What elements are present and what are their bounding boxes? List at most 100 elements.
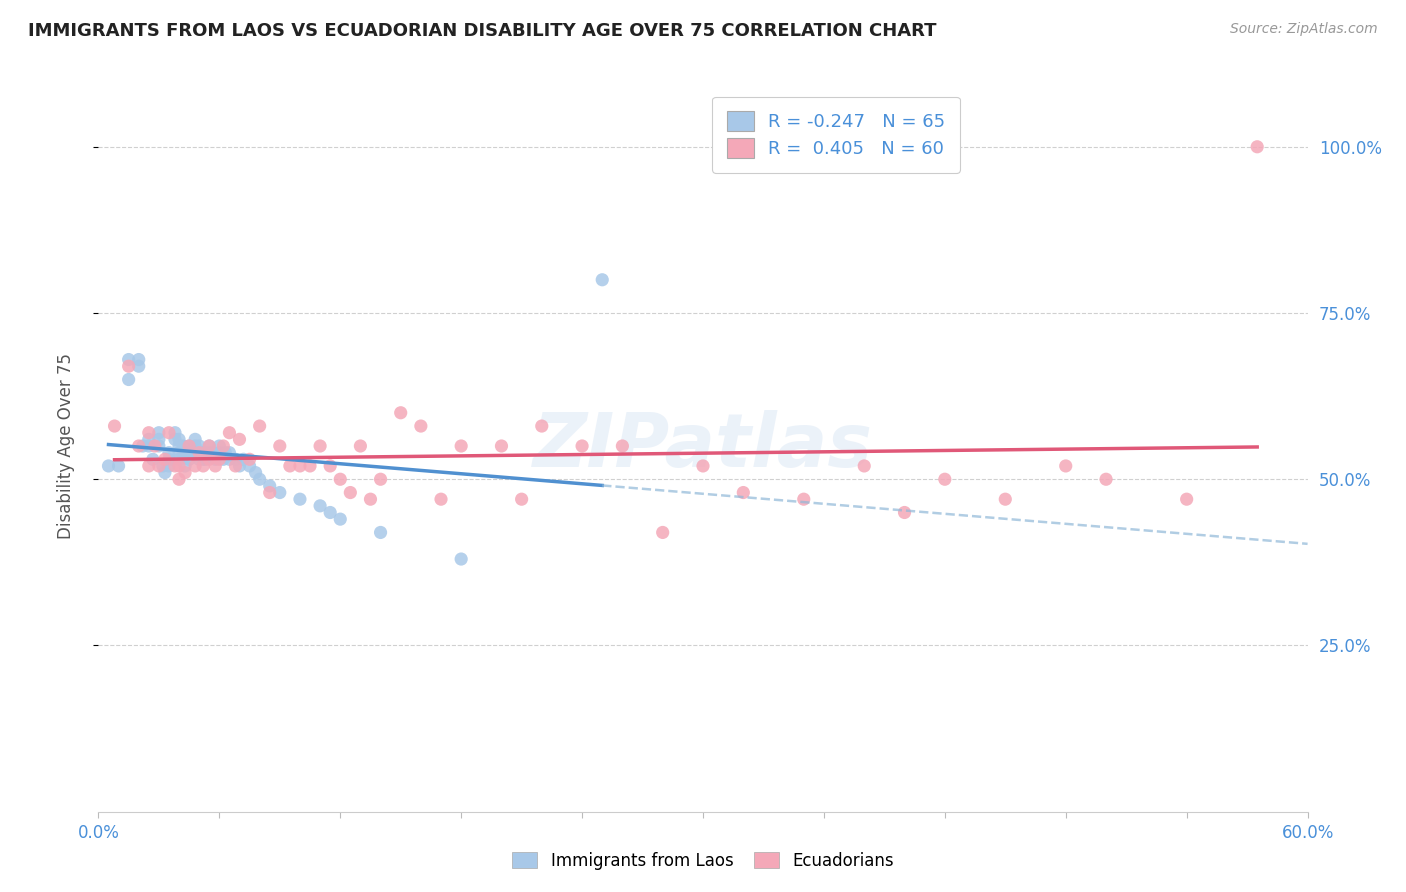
Point <box>288 458 311 473</box>
Point <box>128 352 150 367</box>
Point <box>167 452 190 467</box>
Point <box>491 439 513 453</box>
Point <box>179 452 201 467</box>
Point <box>184 439 207 453</box>
Point <box>571 439 593 453</box>
Point <box>198 439 221 453</box>
Point <box>208 439 231 453</box>
Point <box>174 466 197 480</box>
Point <box>1095 472 1118 486</box>
Y-axis label: Disability Age Over 75: Disability Age Over 75 <box>56 353 75 539</box>
Point <box>249 472 271 486</box>
Point <box>128 359 150 374</box>
Point <box>167 439 190 453</box>
Point <box>202 445 225 459</box>
Point <box>167 445 190 459</box>
Point <box>148 425 170 440</box>
Point <box>167 458 190 473</box>
Point <box>193 452 215 467</box>
Point <box>138 439 160 453</box>
Point <box>138 425 160 440</box>
Point <box>224 452 246 467</box>
Point <box>510 492 533 507</box>
Point <box>172 439 194 453</box>
Point <box>184 433 207 447</box>
Point <box>450 552 472 566</box>
Point <box>157 425 180 440</box>
Point <box>212 439 235 453</box>
Point <box>142 452 165 467</box>
Point <box>349 439 371 453</box>
Point <box>148 458 170 473</box>
Point <box>188 439 211 453</box>
Point <box>181 445 204 459</box>
Point <box>319 458 342 473</box>
Point <box>174 458 197 473</box>
Point <box>228 433 250 447</box>
Point <box>97 458 120 473</box>
Point <box>692 458 714 473</box>
Point <box>179 439 201 453</box>
Point <box>259 479 281 493</box>
Point <box>132 439 155 453</box>
Point <box>153 452 176 467</box>
Text: Source: ZipAtlas.com: Source: ZipAtlas.com <box>1230 22 1378 37</box>
Point <box>370 472 392 486</box>
Point <box>409 419 432 434</box>
Point <box>269 439 291 453</box>
Point <box>148 439 170 453</box>
Point <box>218 445 240 459</box>
Point <box>218 452 240 467</box>
Point <box>198 439 221 453</box>
Point <box>319 506 342 520</box>
Point <box>103 419 125 434</box>
Point <box>194 452 217 467</box>
Point <box>389 406 412 420</box>
Point <box>299 458 322 473</box>
Point <box>994 492 1017 507</box>
Point <box>249 419 271 434</box>
Point <box>188 452 211 467</box>
Point <box>153 466 176 480</box>
Point <box>138 458 160 473</box>
Point <box>184 458 207 473</box>
Point <box>163 433 186 447</box>
Point <box>208 445 231 459</box>
Point <box>228 458 250 473</box>
Point <box>1175 492 1198 507</box>
Point <box>651 525 673 540</box>
Point <box>193 458 215 473</box>
Point <box>450 439 472 453</box>
Point <box>167 433 190 447</box>
Point <box>612 439 634 453</box>
Point <box>934 472 956 486</box>
Point <box>128 439 150 453</box>
Point <box>138 433 160 447</box>
Point <box>118 359 141 374</box>
Point <box>198 445 221 459</box>
Point <box>208 452 231 467</box>
Point <box>157 458 180 473</box>
Point <box>329 472 352 486</box>
Point <box>179 439 201 453</box>
Point <box>329 512 352 526</box>
Text: ZIPatlas: ZIPatlas <box>533 409 873 483</box>
Point <box>204 458 226 473</box>
Point <box>198 452 221 467</box>
Point <box>370 525 392 540</box>
Point <box>288 492 311 507</box>
Legend: R = -0.247   N = 65, R =  0.405   N = 60: R = -0.247 N = 65, R = 0.405 N = 60 <box>713 96 960 172</box>
Point <box>224 458 246 473</box>
Legend: Immigrants from Laos, Ecuadorians: Immigrants from Laos, Ecuadorians <box>506 846 900 877</box>
Point <box>107 458 129 473</box>
Point <box>232 452 254 467</box>
Point <box>214 445 236 459</box>
Point <box>339 485 361 500</box>
Point <box>194 445 217 459</box>
Point <box>218 425 240 440</box>
Point <box>179 445 201 459</box>
Point <box>118 352 141 367</box>
Point <box>172 445 194 459</box>
Point <box>118 372 141 386</box>
Point <box>1054 458 1077 473</box>
